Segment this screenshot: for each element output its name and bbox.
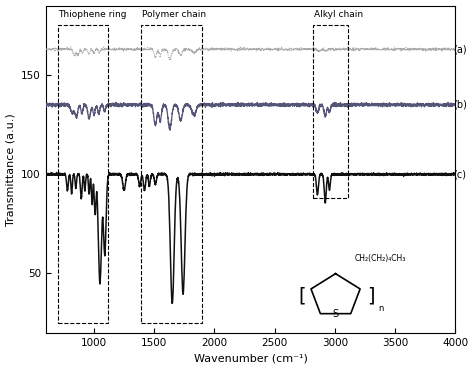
Text: Polymer chain: Polymer chain (142, 10, 206, 20)
Bar (141, 25, 202, 323)
Bar (313, 25, 348, 198)
Text: Thiophene ring: Thiophene ring (58, 10, 127, 20)
Text: (a): (a) (453, 44, 466, 54)
Text: Alkyl chain: Alkyl chain (314, 10, 364, 20)
Text: (c): (c) (453, 169, 466, 179)
Bar (58, 25, 109, 323)
Y-axis label: Transmittance (a.u.): Transmittance (a.u.) (6, 113, 16, 226)
Text: (b): (b) (453, 100, 467, 110)
X-axis label: Wavenumber (cm⁻¹): Wavenumber (cm⁻¹) (193, 354, 308, 363)
